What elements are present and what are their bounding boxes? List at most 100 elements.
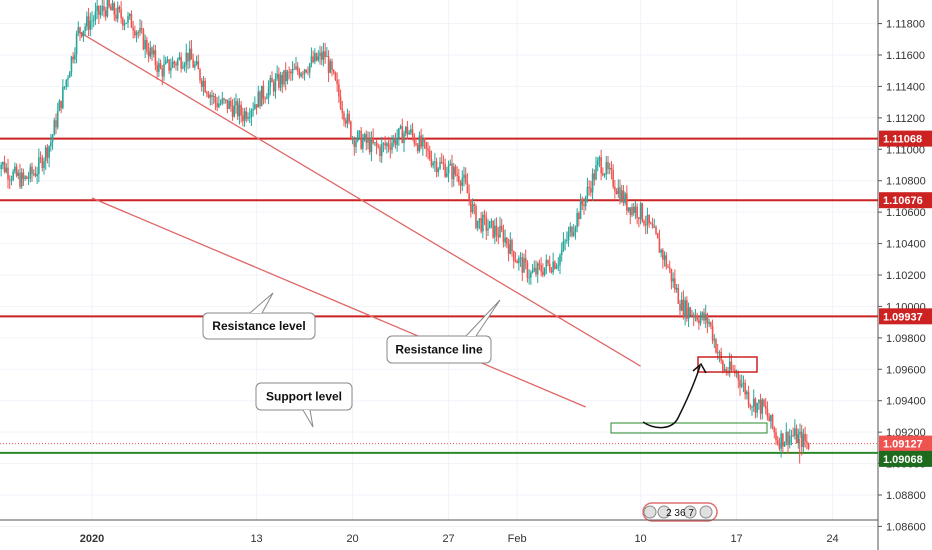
candle-body <box>159 63 162 69</box>
trend-line-0[interactable] <box>77 30 641 367</box>
candle-body <box>590 188 592 193</box>
horizontal-levels[interactable] <box>0 137 878 454</box>
candle-body <box>650 223 652 225</box>
candle-body <box>140 28 143 30</box>
level-badge-1.09937[interactable]: 1.09937 <box>879 308 932 325</box>
candle-body <box>595 165 597 180</box>
events-widget[interactable]: 2 36 7 <box>642 502 718 522</box>
candle-body <box>608 167 611 169</box>
candle-body <box>34 173 37 177</box>
candle-body <box>694 315 697 318</box>
price-tick-label: 1.09400 <box>886 396 926 408</box>
candle-body <box>776 440 779 444</box>
candle-body <box>380 144 383 157</box>
candle-body <box>727 372 729 374</box>
candle-body <box>444 164 446 177</box>
candle-body <box>749 404 752 408</box>
price-axis[interactable]: 1.11800 1.11600 1.11400 1.11200 1.11000 1.108… <box>877 0 932 550</box>
candle-body <box>691 314 693 316</box>
candle-body <box>614 186 616 192</box>
candle-body <box>305 69 308 72</box>
candle-body <box>242 115 244 121</box>
candle-body <box>802 433 805 447</box>
time-tick-label: 17 <box>730 533 742 545</box>
candle-body <box>396 138 398 145</box>
price-tick-label: 1.10800 <box>886 176 926 188</box>
candle-body <box>468 193 470 200</box>
projection-arrow[interactable] <box>642 365 701 429</box>
candle-body <box>550 270 553 273</box>
support-level-badge[interactable]: 1.09068 <box>879 450 932 467</box>
callout-box <box>386 335 492 364</box>
candle-body <box>3 162 6 172</box>
price-tick-label: 1.08600 <box>886 521 926 533</box>
candle-body <box>408 132 410 135</box>
time-axis[interactable]: 2020 13 20 27 Feb 10 17 24 <box>0 519 878 545</box>
price-badge-label: 1.10676 <box>883 195 923 207</box>
annotations[interactable]: Resistance level Resistance line Support l… <box>202 292 768 522</box>
candle-body <box>403 133 405 144</box>
candle-body <box>188 48 191 62</box>
candle-body <box>154 50 157 65</box>
candle-body <box>341 108 344 113</box>
candle-body <box>643 221 645 225</box>
candle-body <box>202 80 205 87</box>
candle-body <box>149 47 152 57</box>
price-badge-bg <box>879 130 932 147</box>
candle-body <box>430 158 433 166</box>
candle-body <box>672 278 674 282</box>
callout-1[interactable]: Resistance line <box>386 299 501 364</box>
candle-body <box>175 63 177 66</box>
candle-body <box>91 20 93 22</box>
candle-body <box>518 257 520 264</box>
candle-body <box>96 5 98 12</box>
candle-body <box>245 111 248 119</box>
trend-line-1[interactable] <box>91 197 586 408</box>
candle-body <box>463 174 465 178</box>
candle-body <box>507 244 510 254</box>
candle-body <box>686 300 688 319</box>
candle-body <box>512 251 515 261</box>
candle-body <box>464 174 467 183</box>
candle-body <box>790 435 793 437</box>
candle-body <box>764 405 767 409</box>
callout-2[interactable]: Support level <box>255 382 353 428</box>
candle-body <box>94 11 97 20</box>
candle-body <box>602 173 604 176</box>
candle-body <box>574 227 577 233</box>
support-zone-box[interactable] <box>610 422 768 434</box>
trend-lines[interactable] <box>77 30 641 408</box>
candle-body <box>326 56 328 58</box>
candle-body <box>312 56 314 62</box>
candle-body <box>636 206 638 218</box>
candle-body <box>560 249 563 256</box>
event-flag-icon[interactable] <box>683 505 697 519</box>
event-flag-icon[interactable] <box>699 505 713 519</box>
candle-body <box>524 258 527 263</box>
candle-body <box>768 416 770 422</box>
price-badge-label: 1.09068 <box>883 454 923 466</box>
candle-body <box>411 129 414 136</box>
candle-body <box>302 73 304 75</box>
event-flag-icon[interactable] <box>643 505 657 519</box>
candle-body <box>199 69 201 81</box>
candle-body <box>638 217 640 220</box>
event-flag-icon[interactable] <box>657 505 671 519</box>
candle-body <box>787 431 789 446</box>
candle-body <box>674 278 676 290</box>
candle-body <box>284 70 287 82</box>
candle-body <box>504 237 506 243</box>
candle-body <box>137 32 140 34</box>
candle-body <box>593 173 596 180</box>
callout-pointer <box>249 292 274 314</box>
level-badge-1.10676[interactable]: 1.10676 <box>879 192 932 209</box>
candle-body <box>788 436 791 446</box>
callout-0[interactable]: Resistance level <box>202 292 316 340</box>
candle-body <box>680 299 683 311</box>
target-zone-box[interactable] <box>697 356 758 373</box>
candle-body <box>567 231 570 241</box>
candle-body <box>274 78 277 92</box>
candle-body <box>231 106 234 117</box>
level-badge-1.11068[interactable]: 1.11068 <box>879 130 932 147</box>
